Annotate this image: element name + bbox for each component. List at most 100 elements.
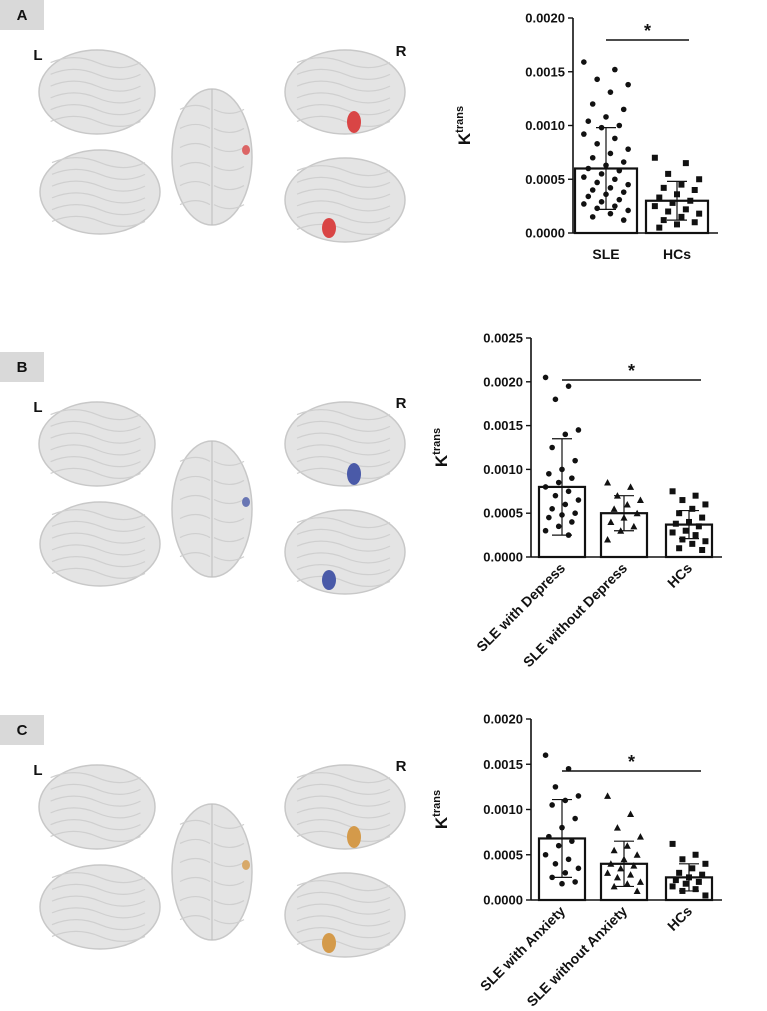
- data-point: [549, 506, 555, 512]
- data-point: [676, 510, 683, 517]
- data-point: [676, 545, 683, 552]
- data-point: [679, 497, 686, 504]
- brain-gyrus: [51, 567, 146, 579]
- data-point: [651, 203, 658, 210]
- brain-gyrus: [296, 176, 391, 188]
- brain-outline: [39, 864, 161, 950]
- brain-gyrus: [51, 532, 146, 544]
- brain-gyrus: [296, 165, 391, 177]
- brain-gyrus: [51, 883, 146, 895]
- data-point: [696, 210, 703, 217]
- data-point: [572, 815, 578, 822]
- data-point: [559, 824, 565, 831]
- data-point: [562, 797, 569, 804]
- data-point: [603, 114, 609, 120]
- brain-gyrus: [296, 444, 391, 456]
- brain-gyrus: [179, 494, 245, 505]
- data-point: [613, 873, 621, 881]
- y-tick-label: 0.0005: [483, 506, 523, 521]
- brain-gyrus: [179, 200, 245, 210]
- data-point: [656, 194, 663, 201]
- brain-gyrus: [51, 930, 146, 942]
- data-point: [552, 784, 559, 790]
- brain-outline: [39, 501, 161, 587]
- data-point: [617, 864, 625, 872]
- brain-gyrus: [51, 509, 146, 521]
- brain-gyrus: [296, 409, 391, 421]
- data-point: [610, 846, 618, 854]
- data-point: [676, 869, 683, 876]
- data-point: [565, 856, 572, 863]
- brain-gyrus: [179, 513, 245, 524]
- data-point: [552, 396, 559, 403]
- brain-gyrus: [179, 104, 245, 114]
- brain-gyrus: [179, 895, 245, 906]
- x-tick-label: SLE: [592, 246, 619, 262]
- panel-label-box: [0, 352, 44, 382]
- data-point: [682, 160, 689, 167]
- data-point: [565, 383, 572, 389]
- data-point: [620, 855, 628, 863]
- data-point: [620, 159, 627, 165]
- panel-label: C: [17, 722, 28, 739]
- brain-outline: [284, 764, 406, 850]
- x-tick-label: HCs: [664, 560, 695, 591]
- data-point: [562, 431, 569, 438]
- data-point: [555, 523, 562, 530]
- data-point: [607, 210, 614, 217]
- hemisphere-label: R: [396, 395, 407, 412]
- brain-gyrus: [296, 92, 391, 104]
- y-axis-label-main: K: [432, 454, 451, 467]
- data-point: [569, 475, 575, 481]
- brain-region: [322, 218, 336, 238]
- brain-outline: [284, 401, 406, 487]
- data-point: [636, 496, 644, 504]
- brain-gyrus: [51, 556, 146, 568]
- y-axis-label-main: K: [455, 132, 474, 145]
- data-point: [598, 124, 605, 131]
- brain-gyrus: [179, 180, 245, 191]
- data-point: [594, 76, 600, 83]
- data-point: [598, 171, 605, 177]
- data-point: [542, 374, 549, 381]
- brain-outline: [284, 872, 406, 958]
- y-tick-label: 0.0000: [483, 550, 523, 565]
- brain-gyrus: [51, 192, 146, 204]
- data-point: [636, 878, 644, 885]
- data-point: [559, 880, 565, 887]
- data-point: [679, 536, 686, 543]
- brain-gyrus: [51, 895, 146, 907]
- brain-gyrus: [296, 915, 391, 927]
- data-point: [572, 510, 578, 516]
- data-point: [616, 122, 623, 129]
- data-point: [559, 466, 565, 473]
- error-bar: [667, 180, 687, 221]
- brain-gyrus: [51, 168, 146, 180]
- data-point: [589, 214, 596, 220]
- brain-gyrus: [296, 819, 391, 831]
- data-point: [589, 187, 596, 193]
- data-point: [669, 883, 676, 890]
- data-point: [682, 206, 689, 213]
- brain-gyrus: [296, 540, 391, 552]
- data-point: [594, 140, 600, 147]
- data-point: [581, 174, 587, 180]
- panel-label-box: [0, 715, 44, 745]
- brain-gyrus: [296, 927, 391, 939]
- data-point: [689, 865, 696, 872]
- brain-gyrus: [296, 575, 391, 587]
- data-point: [682, 527, 689, 534]
- brain-gyrus: [296, 783, 391, 795]
- data-point: [581, 201, 587, 207]
- data-point: [699, 514, 706, 521]
- data-point: [656, 224, 663, 231]
- data-point: [702, 860, 709, 867]
- brain-gyrus: [50, 795, 141, 807]
- brain-gyrus: [296, 891, 391, 903]
- brain-gyrus: [296, 212, 391, 224]
- data-point: [665, 170, 672, 177]
- brain-outline: [284, 157, 406, 243]
- brain-gyrus: [179, 532, 245, 543]
- data-point: [672, 877, 679, 884]
- data-point: [633, 887, 641, 894]
